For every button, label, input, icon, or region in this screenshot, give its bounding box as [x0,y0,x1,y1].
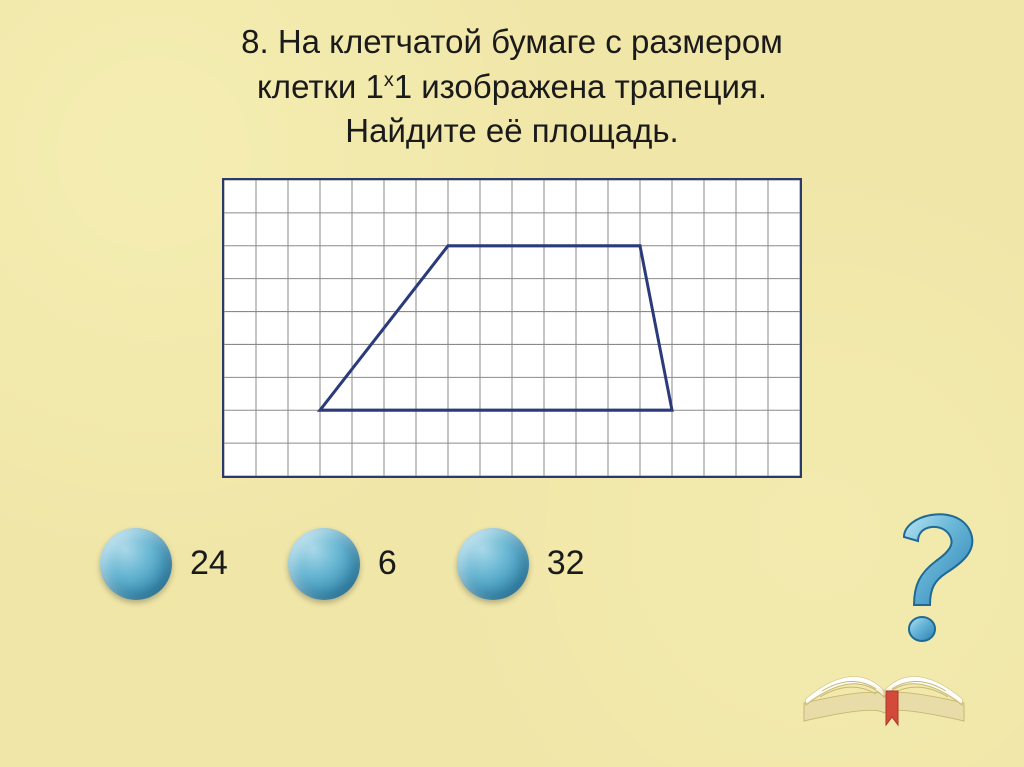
question-line2-sup: х [384,69,394,91]
answer-button-3[interactable] [457,528,529,600]
answer-label-3: 32 [547,544,585,583]
grid-figure [222,178,802,478]
question-text: 8. На клетчатой бумаге с размером клетки… [40,20,984,154]
question-line3: Найдите её площадь. [345,112,678,149]
answer-option-2: 6 [288,528,397,600]
answer-label-1: 24 [190,544,228,583]
answer-button-1[interactable] [100,528,172,600]
book-icon [804,677,964,725]
question-line1: На клетчатой бумаге с размером [278,23,783,60]
question-number: 8. [241,23,269,60]
question-line2-pre: клетки 1 [257,68,384,105]
grid-svg [224,180,800,476]
question-mark-icon [904,514,972,641]
decoration [764,497,994,737]
answer-option-1: 24 [100,528,228,600]
decoration-svg [764,497,994,737]
answer-option-3: 32 [457,528,585,600]
question-line2-post: 1 изображена трапеция. [394,68,767,105]
slide: 8. На клетчатой бумаге с размером клетки… [0,0,1024,767]
answer-label-2: 6 [378,544,397,583]
answer-button-2[interactable] [288,528,360,600]
